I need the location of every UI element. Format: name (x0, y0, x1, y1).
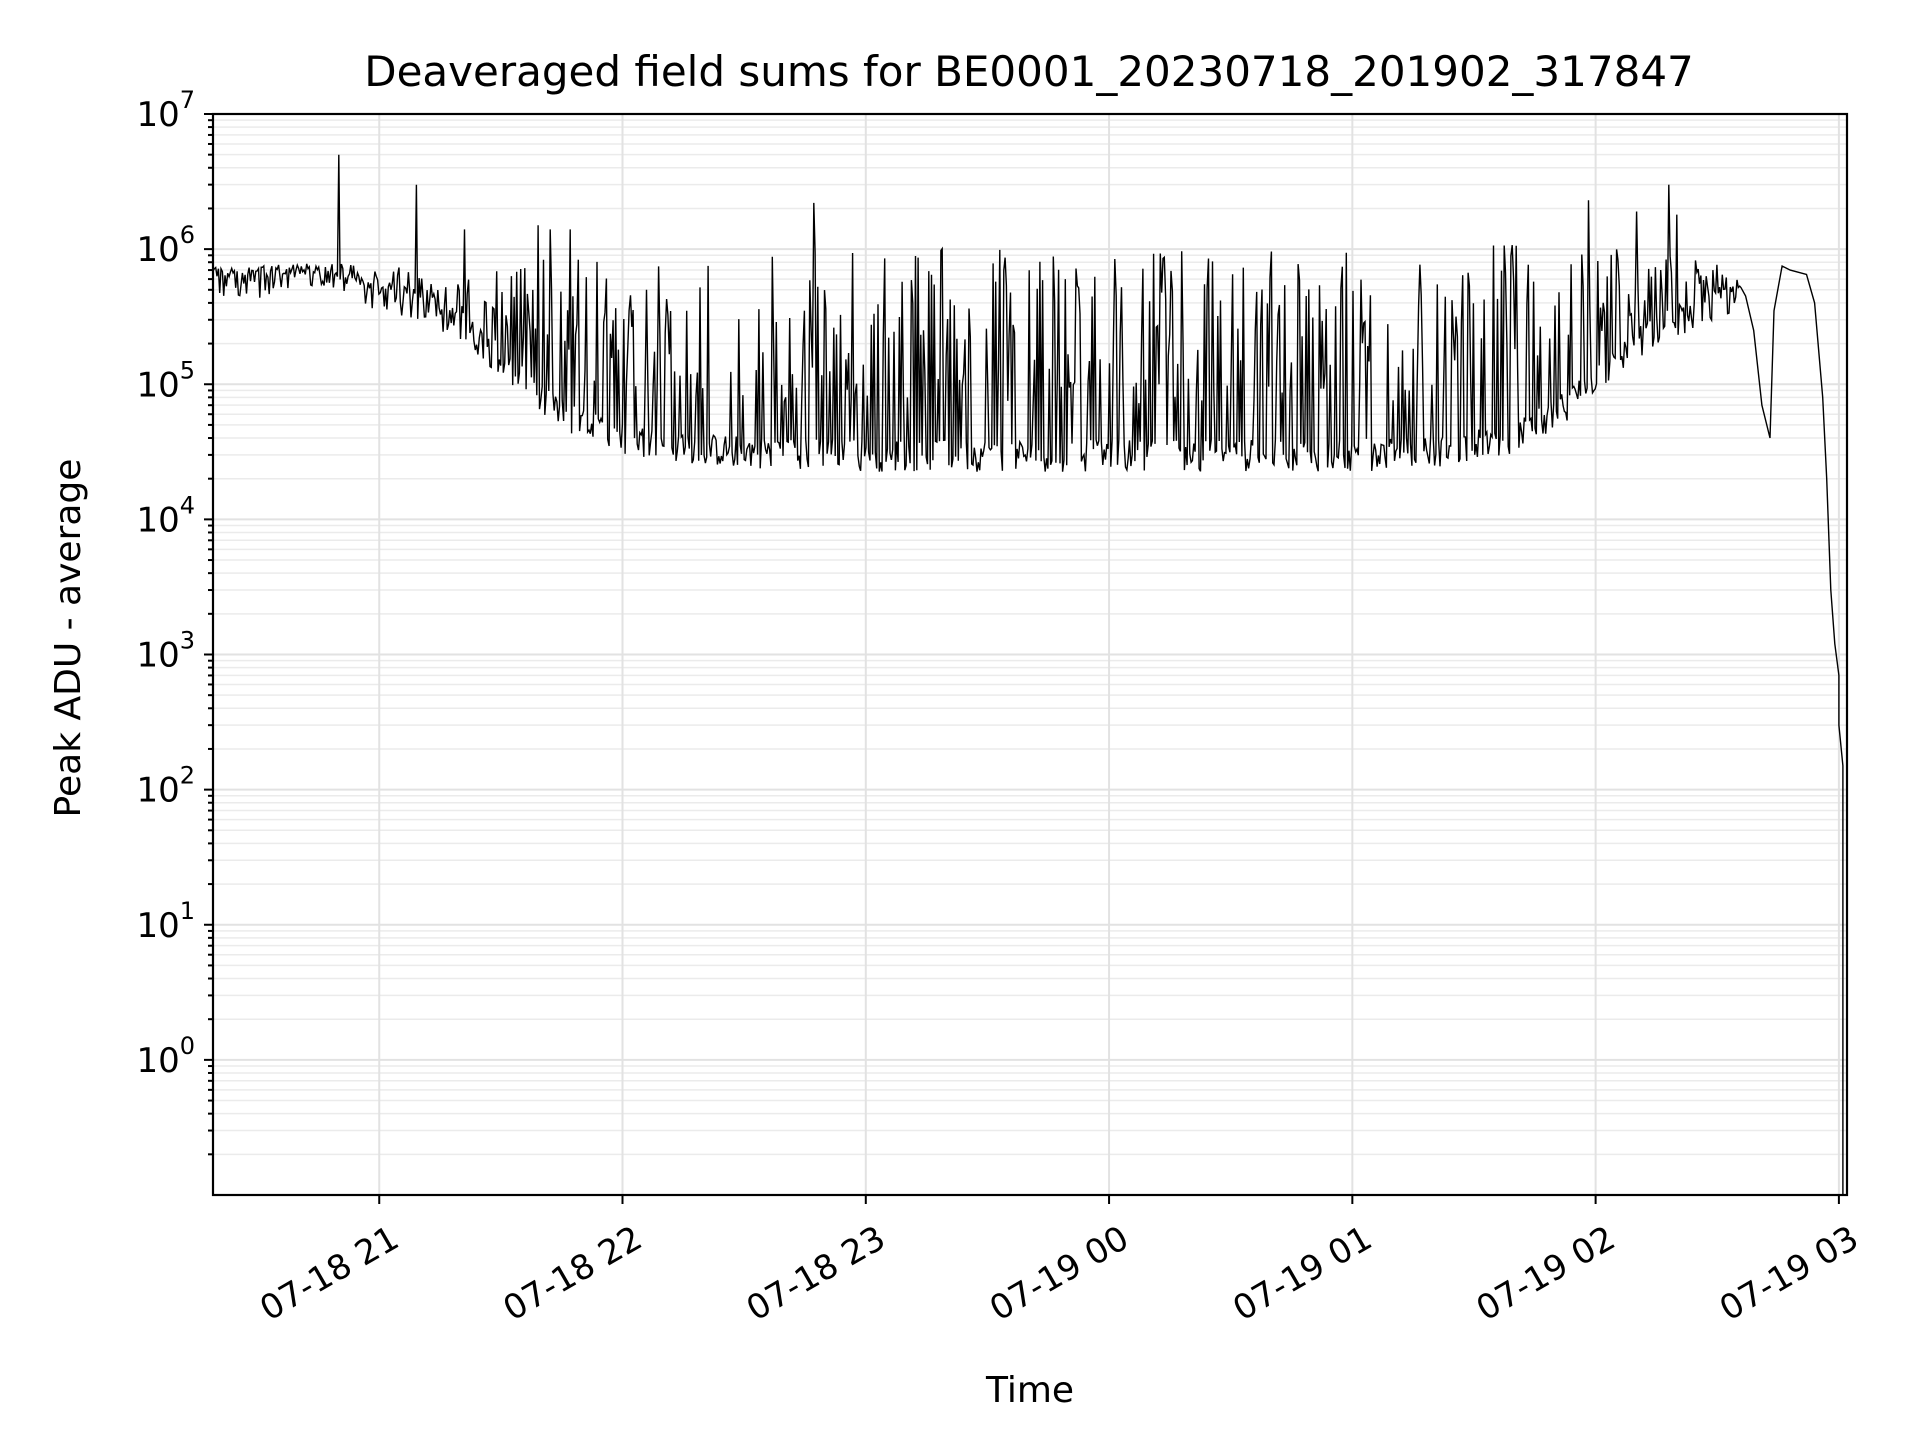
y-tick-label: 102 (136, 762, 195, 811)
y-tick-label: 107 (136, 86, 195, 135)
series-line (212, 154, 1844, 1195)
y-tick-label: 106 (136, 221, 195, 270)
y-tick-label: 100 (136, 1032, 195, 1081)
y-tick-label: 104 (136, 491, 195, 540)
chart-title: Deaveraged field sums for BE0001_2023071… (364, 47, 1694, 96)
series-layer (212, 154, 1844, 1195)
y-tick-label: 101 (136, 897, 195, 946)
grid (213, 113, 1847, 1195)
y-axis-label: Peak ADU - average (48, 459, 89, 818)
x-axis-label: Time (985, 1370, 1074, 1411)
y-tick-label: 103 (136, 627, 195, 676)
y-axis: 100 101 102 103 104 105 106 107 (136, 86, 213, 1156)
y-tick-label: 105 (136, 356, 195, 405)
